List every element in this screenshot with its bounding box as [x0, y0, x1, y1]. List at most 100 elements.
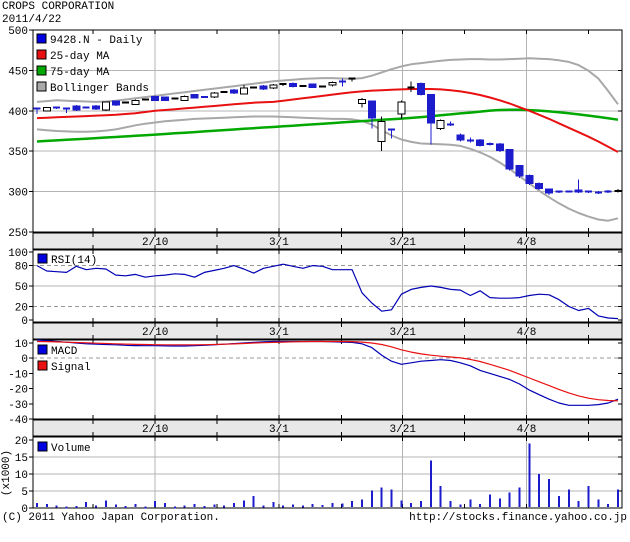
- volume-bar: [262, 505, 265, 508]
- candle-up: [397, 101, 406, 115]
- bollinger-lower-line: [36, 115, 619, 222]
- candle-down: [92, 105, 101, 110]
- candle-down: [161, 96, 170, 101]
- volume-bar: [301, 505, 304, 508]
- date-label: 3/1: [269, 237, 289, 249]
- volume-bar: [321, 504, 324, 507]
- date-label: 3/21: [390, 327, 417, 339]
- y-tick-label: 450: [8, 66, 28, 78]
- volume-bar: [144, 506, 147, 509]
- volume-bar: [449, 501, 452, 507]
- rsi-panel: 100 80 50 20 0 RSI(14): [8, 248, 623, 328]
- volume-bar: [469, 499, 472, 507]
- y-tick-label: -10: [8, 369, 28, 381]
- date-band: 2/10 3/1 3/21 4/8: [32, 232, 623, 250]
- legend-swatch: [36, 81, 47, 92]
- candle-up: [357, 98, 366, 105]
- volume-bar: [65, 506, 68, 509]
- macd-legend: MACD Signal: [37, 344, 91, 374]
- footer-copyright: (C) 2011 Yahoo Japan Corporation.: [2, 512, 220, 524]
- volume-bar: [75, 505, 78, 508]
- legend-swatch: [37, 441, 48, 452]
- volume-bar: [311, 503, 314, 507]
- y-tick-label: 100: [8, 248, 28, 260]
- y-tick-label: 500: [8, 26, 28, 38]
- candle-down: [495, 143, 504, 151]
- panel-border: [32, 436, 623, 509]
- y-tick-label: 80: [15, 262, 28, 274]
- volume-bar: [420, 501, 423, 507]
- date-band-bg: [32, 419, 623, 437]
- candle-up: [239, 87, 248, 95]
- y-tick-label: 400: [8, 107, 28, 119]
- legend-swatch: [36, 65, 47, 76]
- volume-bar: [36, 502, 38, 507]
- volume-bar: [252, 496, 255, 507]
- ma75-line: [36, 108, 619, 143]
- volume-bar: [429, 460, 432, 507]
- y-tick-label: 0: [21, 504, 28, 516]
- volume-bar: [154, 501, 157, 507]
- volume-bar: [528, 443, 531, 507]
- volume-bar: [587, 485, 590, 507]
- candle-down: [72, 105, 81, 111]
- volume-bar: [124, 505, 127, 508]
- candle-down: [515, 165, 524, 177]
- candles: [33, 77, 622, 195]
- candle-down: [545, 188, 554, 194]
- volume-bar: [557, 496, 560, 507]
- volume-bar: [193, 503, 196, 507]
- volume-bar: [617, 489, 619, 507]
- volume-bar: [400, 500, 403, 507]
- volume-bar: [45, 503, 48, 507]
- volume-unit-label: (x1000): [1, 450, 13, 496]
- candle-down: [476, 139, 485, 147]
- candle-down: [229, 89, 238, 94]
- bollinger-upper-line: [36, 57, 619, 105]
- main-price-panel: 500 450 400 350 300 250 9428.N - Daily 25-day M…: [8, 26, 623, 240]
- rsi-legend: RSI(14): [37, 253, 97, 267]
- volume-panel: 20 15 10 5 0 (x1000) Volume: [1, 436, 623, 516]
- volume-bar: [577, 501, 580, 507]
- date-label: 2/10: [142, 424, 168, 436]
- date-label: 3/21: [390, 424, 417, 436]
- legend-label: 9428.N - Daily: [50, 35, 143, 47]
- volume-bar: [242, 500, 245, 507]
- candle-down: [190, 94, 199, 99]
- candle-up: [131, 99, 140, 105]
- volume-bar: [232, 502, 235, 507]
- candle-up: [101, 101, 110, 111]
- legend-swatch: [36, 33, 47, 44]
- date-label: 4/8: [517, 237, 537, 249]
- candle-down: [308, 83, 317, 88]
- volume-bar: [567, 489, 570, 507]
- candle-down: [426, 94, 435, 124]
- y-tick-label: 20: [15, 436, 28, 448]
- date-band: 2/10 3/1 3/21 4/8: [32, 419, 623, 437]
- candle-up: [180, 95, 189, 101]
- candle-down: [456, 134, 465, 141]
- volume-bar: [55, 505, 58, 508]
- candle-down: [505, 149, 514, 170]
- volume-bar: [173, 506, 176, 509]
- volume-bar: [164, 502, 167, 507]
- legend-label: 75-day MA: [50, 67, 110, 79]
- volume-bar: [607, 503, 610, 507]
- volume-bar: [508, 492, 511, 507]
- legend-swatch: [37, 344, 48, 355]
- page-title: CROPS CORPORATION: [2, 1, 115, 13]
- volume-bar: [479, 503, 482, 507]
- y-tick-label: 20: [15, 302, 28, 314]
- volume-bar: [370, 490, 373, 507]
- signal-line: [36, 340, 619, 402]
- date-band-bg: [32, 232, 623, 250]
- candle-down: [289, 82, 298, 88]
- legend-label: Bollinger Bands: [50, 83, 149, 95]
- y-tick-label: 5: [21, 487, 28, 499]
- y-tick-label: -30: [8, 400, 28, 412]
- date-label: 2/10: [142, 237, 168, 249]
- date-label: 4/8: [517, 327, 537, 339]
- y-tick-label: 50: [15, 282, 28, 294]
